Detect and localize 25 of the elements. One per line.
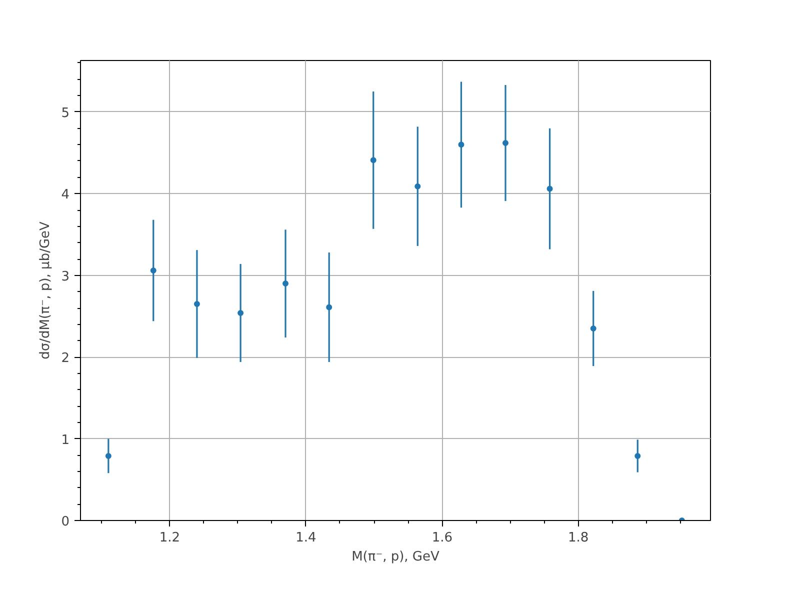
point	[502, 140, 508, 146]
point	[458, 142, 464, 148]
x-tick-label: 1.6	[432, 530, 453, 546]
point	[326, 304, 332, 310]
point	[370, 157, 376, 164]
x-tick-label: 1.2	[159, 530, 180, 546]
point	[105, 452, 112, 459]
y-tick-label: 2	[61, 351, 70, 366]
y-tick-label: 0	[61, 514, 70, 530]
point	[238, 310, 244, 316]
point	[546, 186, 553, 192]
y-tick-label: 5	[61, 106, 70, 121]
point	[414, 183, 421, 190]
y-tick-label: 1	[61, 432, 70, 448]
y-tick-label: 4	[61, 188, 70, 203]
point	[150, 267, 156, 274]
x-tick-label: 1.4	[296, 530, 316, 546]
point	[282, 280, 289, 287]
y-tick-label: 3	[61, 269, 70, 284]
x-tick-label: 1.8	[568, 530, 589, 546]
point	[194, 300, 200, 307]
x-axis-title: M(π⁻, p), GeV	[352, 550, 440, 564]
y-axis-title: dσ/dM(π⁻, p), μb/GeV	[38, 221, 54, 360]
point	[634, 452, 641, 459]
point	[590, 326, 596, 332]
